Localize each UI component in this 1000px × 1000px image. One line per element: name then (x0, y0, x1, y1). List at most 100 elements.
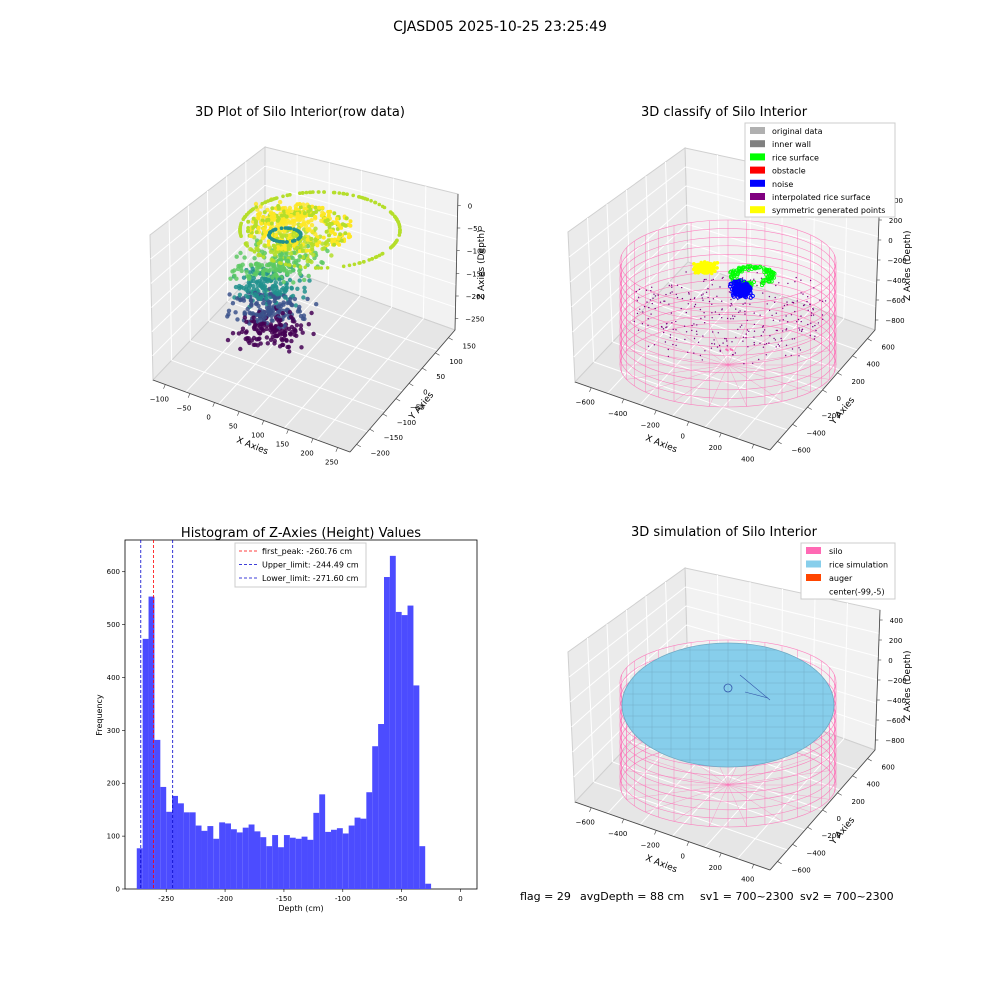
classify-legend-label: original data (772, 127, 823, 136)
classify-symmetric-point (715, 261, 720, 265)
raw-point (262, 229, 267, 234)
raw-3d-z-ticks: 0 −50 −100 −150 −200 −250 (455, 202, 486, 324)
status-sv1: sv1 = 700~2300 (700, 890, 794, 903)
classify-interpolated-point (643, 305, 646, 308)
raw-point (308, 207, 313, 212)
classify-interpolated-point (810, 312, 813, 314)
raw-point (285, 193, 290, 198)
histogram-y-label: Frequency (95, 694, 104, 736)
raw-point (264, 296, 269, 301)
classify-interpolated-point (819, 299, 821, 301)
raw-point (304, 190, 309, 195)
classify-interpolated-point (759, 342, 761, 344)
simulation-y-tick-label: 200 (852, 798, 865, 806)
raw-point (272, 299, 277, 304)
raw-point (375, 254, 379, 259)
classify-interpolated-point (659, 301, 662, 303)
classify-interpolated-point (693, 352, 695, 354)
classify-interpolated-point (782, 307, 784, 309)
classify-interpolated-point (670, 312, 673, 314)
classify-interpolated-point (822, 318, 824, 320)
raw-3d-points (225, 190, 402, 354)
classify-interpolated-point (729, 291, 731, 293)
raw-point (319, 266, 324, 270)
classify-obstacle-point (731, 349, 734, 352)
classify-interpolated-point (668, 284, 670, 287)
classify-interpolated-point (739, 310, 741, 312)
x-axis-line (152, 379, 351, 453)
classify-x-tick-label: −400 (608, 410, 627, 418)
raw-point (275, 218, 280, 223)
classify-interpolated-point (716, 346, 719, 348)
classify-interpolated-point (702, 293, 704, 295)
simulation-x-tick-label: 400 (741, 875, 754, 883)
classify-rice-point (753, 265, 758, 270)
raw-point (291, 280, 296, 285)
histogram-bar (307, 839, 314, 889)
raw-point (313, 215, 318, 219)
classify-interpolated-point (716, 295, 718, 297)
classify-interpolated-point (800, 279, 802, 281)
raw-point (270, 308, 276, 313)
classify-interpolated-point (774, 296, 776, 299)
classify-interpolated-point (704, 316, 706, 318)
classify-interpolated-point (812, 326, 814, 328)
raw-point (300, 248, 305, 253)
classify-interpolated-point (775, 284, 777, 287)
simulation-y-tick-label: −600 (792, 866, 811, 874)
classify-interpolated-point (699, 354, 702, 357)
x-axis-line (574, 801, 771, 871)
status-line: flag = 29 avgDepth = 88 cm sv1 = 700~230… (520, 890, 894, 903)
raw-point (305, 227, 310, 232)
x-axis-line (574, 381, 771, 451)
raw-point (274, 232, 279, 237)
simulation-y-tick-mark (807, 826, 812, 830)
classify-x-tick-label: 200 (709, 444, 722, 452)
classify-interpolated-point (669, 336, 671, 339)
raw-point (254, 205, 258, 209)
panel-simulation-3d: 3D simulation of Silo Interior −600−400−… (567, 525, 913, 883)
raw-point (288, 263, 292, 268)
raw-point (348, 219, 353, 224)
raw-point (297, 254, 302, 259)
classify-noise-point (732, 290, 737, 296)
raw-y-tick-mark (422, 367, 427, 371)
simulation-legend-swatch (806, 547, 821, 554)
simulation-y-tick-mark (837, 792, 842, 796)
classify-interpolated-point (700, 317, 702, 320)
raw-point (264, 335, 270, 340)
classify-interpolated-point (768, 342, 770, 344)
classify-interpolated-point (782, 330, 784, 332)
classify-interpolated-point (813, 338, 816, 340)
raw-point (297, 249, 302, 254)
raw-x-tick-label: 0 (206, 414, 210, 422)
raw-point (294, 333, 299, 338)
classify-interpolated-point (785, 328, 788, 330)
raw-point (322, 190, 327, 194)
classify-interpolated-point (803, 304, 806, 306)
classify-interpolated-point (718, 313, 720, 316)
raw-y-tick-label: −50 (410, 404, 425, 412)
histogram-y-tick-label: 200 (107, 780, 120, 788)
classify-interpolated-point (795, 276, 797, 279)
simulation-silo-spoke (727, 784, 811, 813)
classify-interpolated-point (762, 325, 765, 327)
raw-point (340, 222, 345, 227)
histogram-reference-lines (140, 540, 174, 889)
classify-interpolated-point (697, 341, 700, 343)
raw-point (298, 265, 303, 269)
raw-point (237, 292, 243, 297)
raw-point (280, 311, 285, 316)
raw-z-tick-label: −150 (466, 270, 485, 278)
classify-interpolated-point (721, 277, 723, 279)
raw-point (319, 260, 324, 265)
raw-point (287, 349, 292, 354)
raw-point (254, 261, 259, 267)
classify-x-tick-mark (589, 387, 592, 392)
classify-rice-point (758, 264, 763, 269)
classify-interpolated-point (718, 344, 721, 347)
classify-interpolated-point (724, 337, 726, 340)
raw-point (266, 239, 271, 244)
classify-interpolated-point (672, 343, 674, 346)
raw-point (325, 266, 330, 270)
